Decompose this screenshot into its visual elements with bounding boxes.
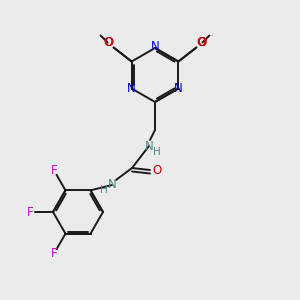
- Text: N: N: [174, 82, 183, 94]
- Text: F: F: [51, 247, 57, 260]
- Text: O: O: [197, 35, 206, 49]
- Text: O: O: [198, 36, 207, 49]
- Text: O: O: [197, 36, 206, 49]
- Text: F: F: [51, 164, 57, 177]
- Text: O: O: [152, 164, 162, 176]
- Text: N: N: [108, 178, 116, 191]
- Text: N: N: [145, 140, 153, 152]
- Text: N: N: [127, 82, 136, 94]
- Text: methoxy: methoxy: [208, 35, 214, 36]
- Text: O: O: [104, 36, 113, 49]
- Text: O: O: [103, 36, 112, 49]
- Text: H: H: [100, 185, 108, 195]
- Text: F: F: [27, 206, 33, 218]
- Text: H: H: [153, 147, 161, 157]
- Text: N: N: [151, 40, 159, 53]
